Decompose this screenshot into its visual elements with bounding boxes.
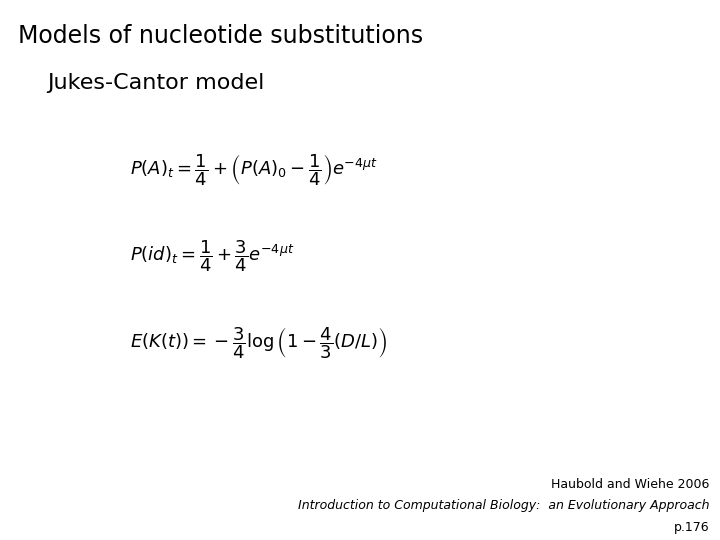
Text: $E(K(t)) = -\dfrac{3}{4}\log\left(1 - \dfrac{4}{3}(D/L)\right)$: $E(K(t)) = -\dfrac{3}{4}\log\left(1 - \d… [130, 325, 387, 361]
Text: $P(A)_t = \dfrac{1}{4} + \left(P(A)_0 - \dfrac{1}{4}\right)e^{-4\mu t}$: $P(A)_t = \dfrac{1}{4} + \left(P(A)_0 - … [130, 152, 377, 188]
Text: $P(id)_t = \dfrac{1}{4} + \dfrac{3}{4}e^{-4\mu t}$: $P(id)_t = \dfrac{1}{4} + \dfrac{3}{4}e^… [130, 239, 294, 274]
Text: Haubold and Wiehe 2006: Haubold and Wiehe 2006 [551, 478, 709, 491]
Text: p.176: p.176 [674, 521, 709, 534]
Text: Models of nucleotide substitutions: Models of nucleotide substitutions [18, 24, 423, 48]
Text: Jukes-Cantor model: Jukes-Cantor model [47, 73, 264, 93]
Text: Introduction to Computational Biology:  an Evolutionary Approach: Introduction to Computational Biology: a… [297, 500, 709, 512]
